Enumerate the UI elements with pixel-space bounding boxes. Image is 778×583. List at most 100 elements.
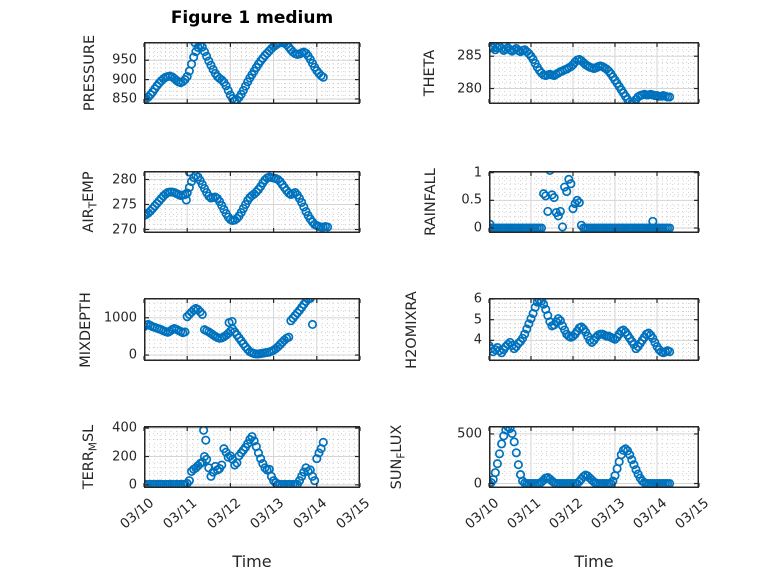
y-axis-label-text: AIR <box>80 208 97 233</box>
x-tick-label: 03/10 <box>117 495 158 533</box>
tick-marks <box>143 299 361 360</box>
tick-marks <box>143 172 361 232</box>
y-axis-label: H2OMIXRA <box>404 291 420 369</box>
y-axis-label-text: MIXDEPTH <box>78 291 94 368</box>
axes-box <box>489 171 699 233</box>
subplot-sun-flux: SUNFLUX 0 500 03/10 03/11 03/12 03/13 03/14 03/1… <box>389 425 713 533</box>
major-grid <box>144 298 360 361</box>
y-tick-label: 4 <box>473 332 482 348</box>
y-axis-label: MIXDEPTH <box>78 292 94 368</box>
y-axis-label-text: THETA <box>422 49 438 97</box>
y-axis-label: PRESSURE <box>82 35 98 111</box>
y-axis-label-subscript: M <box>87 442 100 452</box>
y-axis-label: RAINFALL <box>423 168 439 236</box>
plot-area <box>488 42 700 104</box>
y-axis-label-text: SUN <box>388 458 405 490</box>
plot-area <box>143 298 361 361</box>
y-axis-label-text: H2OMIXRA <box>404 290 420 369</box>
x-axis-title-right: Time <box>574 552 614 571</box>
y-tick-label: 1 <box>473 165 482 181</box>
y-axis-label: TERRMSL <box>81 425 100 490</box>
axes-box <box>489 42 699 104</box>
figure-title: Figure 1 medium <box>170 8 334 28</box>
x-tick-label: 03/10 <box>462 495 503 533</box>
scatter-series <box>489 298 675 358</box>
subplot-mixdepth: MIXDEPTH 0 1000 <box>78 292 361 367</box>
axes-box <box>489 426 699 488</box>
y-tick-label: 850 <box>112 91 137 107</box>
y-axis-label-text: EMP <box>80 171 97 202</box>
plot-area <box>143 42 361 104</box>
y-axis-label-text: TERR <box>80 451 97 490</box>
minor-grid <box>490 427 698 487</box>
x-tick-label: 03/13 <box>588 495 629 533</box>
y-tick-label: 0 <box>128 347 137 363</box>
plot-area <box>488 298 700 362</box>
y-tick-label: 0 <box>473 476 482 491</box>
x-tick-label: 03/12 <box>546 495 587 533</box>
subplot-theta: THETA 280 285 <box>422 42 700 104</box>
y-tick-label: 0 <box>128 477 137 493</box>
tick-marks <box>488 298 700 360</box>
y-tick-label: 285 <box>457 48 482 64</box>
plot-area <box>488 426 700 488</box>
x-tick-label: 03/11 <box>504 495 545 533</box>
y-axis-label-text: SL <box>80 424 97 443</box>
y-tick-label: 900 <box>112 72 137 88</box>
minor-grid <box>490 172 698 232</box>
y-tick-label: 0 <box>473 220 482 236</box>
scatter-series <box>489 171 675 233</box>
tick-marks <box>488 172 700 232</box>
x-tick-label: 03/15 <box>672 495 713 533</box>
scatter-series <box>489 42 675 104</box>
y-tick-label: 5 <box>473 312 482 328</box>
plot-area <box>143 426 361 488</box>
y-axis-label-subscript: F <box>395 452 408 459</box>
axes-box <box>144 298 360 361</box>
x-axis-title-left: Time <box>232 552 272 571</box>
y-tick-label: 200 <box>112 449 137 464</box>
plot-area <box>488 171 700 233</box>
x-tick-label: 03/13 <box>246 495 287 533</box>
y-tick-label: 500 <box>457 426 482 442</box>
y-tick-label: 1000 <box>103 310 137 326</box>
y-tick-label: 270 <box>112 222 137 237</box>
axes-box <box>144 42 360 104</box>
y-axis-label: SUNFLUX <box>389 425 408 490</box>
y-tick-label: 275 <box>112 197 137 212</box>
tick-marks <box>143 43 361 103</box>
axes-box <box>489 298 699 361</box>
x-tick-label: 03/15 <box>333 495 374 533</box>
subplot-air-temp: AIRTEMP 270 275 280 <box>81 171 361 237</box>
y-tick-label: 0.5 <box>461 192 482 208</box>
x-tick-label: 03/12 <box>203 495 244 533</box>
axes-box <box>144 171 360 233</box>
scatter-series <box>144 426 328 488</box>
y-axis-label-text: LUX <box>388 424 405 453</box>
y-axis-label-subscript: T <box>87 201 100 209</box>
tick-marks <box>488 427 700 487</box>
y-tick-label: 280 <box>112 172 137 187</box>
subplot-terr-msl: TERRMSL 0 200 400 03/10 03/11 03/12 03/13 03/14 0… <box>81 421 374 533</box>
tick-marks <box>488 43 700 103</box>
x-tick-label: 03/11 <box>160 495 201 533</box>
subplot-h2omixra: H2OMIXRA 4 5 6 <box>404 291 700 368</box>
y-tick-label: 400 <box>112 420 137 436</box>
x-tick-label: 03/14 <box>630 495 671 533</box>
y-tick-label: 280 <box>457 81 482 96</box>
subplot-pressure: PRESSURE 850 900 950 <box>82 35 361 111</box>
scatter-series <box>144 298 318 359</box>
axes-box <box>144 426 360 488</box>
y-axis-label-text: PRESSURE <box>82 34 98 112</box>
y-axis-label: AIRTEMP <box>81 171 100 232</box>
y-tick-label: 6 <box>473 291 482 307</box>
x-tick-label: 03/14 <box>290 495 331 533</box>
y-axis-label-text: RAINFALL <box>423 168 439 236</box>
scatter-series <box>144 42 328 104</box>
scatter-series <box>144 171 333 232</box>
y-tick-label: 950 <box>112 52 137 68</box>
tick-marks <box>143 427 361 487</box>
scatter-series <box>489 426 675 488</box>
y-axis-label: THETA <box>422 50 438 97</box>
